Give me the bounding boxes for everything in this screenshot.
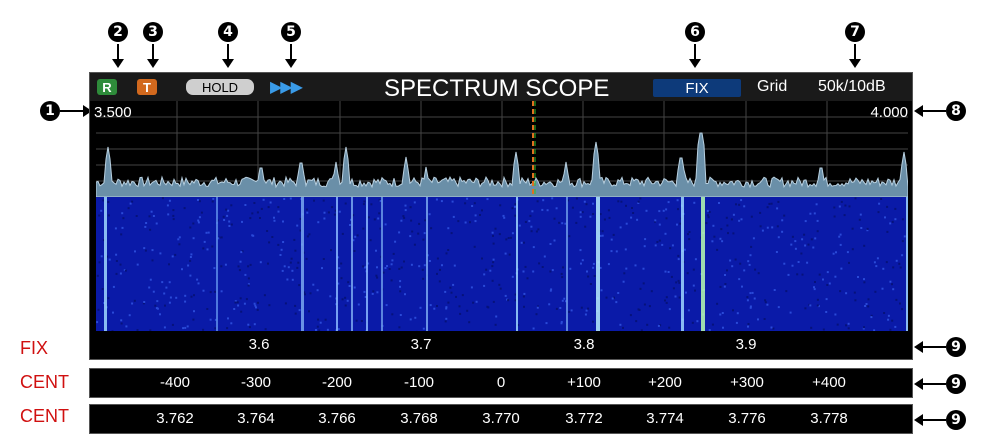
cent-offset-scale: -400 -300 -200 -100 0 +100 +200 +300 +40… <box>89 368 913 398</box>
cent-offset-tick: +300 <box>730 374 764 391</box>
cent-frequency-tick: 3.766 <box>318 410 356 427</box>
transmit-badge: T <box>137 79 157 95</box>
callout-7-arrow <box>849 44 861 68</box>
callout-8: 8 <box>946 101 966 121</box>
fix-scale-tick: 3.7 <box>410 336 432 353</box>
callout-1: 1 <box>40 101 60 121</box>
callout-9-cent-offset: 9 <box>946 374 966 394</box>
cent-offset-tick: -100 <box>403 374 435 391</box>
callout-7: 7 <box>845 22 865 42</box>
cent-offset-tick: -300 <box>240 374 272 391</box>
cent-frequency-tick: 3.778 <box>810 410 848 427</box>
spectrum-display[interactable] <box>96 101 908 197</box>
cent-frequency-tick: 3.768 <box>400 410 438 427</box>
cent-frequency-tick: 3.776 <box>728 410 766 427</box>
spectrum-trace <box>96 132 908 197</box>
callout-2: 2 <box>108 22 128 42</box>
fix-frequency-scale: 3.6 3.7 3.8 3.9 <box>96 331 908 359</box>
callout-6: 6 <box>685 22 705 42</box>
cent-offset-tick: 0 <box>496 374 506 391</box>
callout-1-arrow <box>60 105 92 117</box>
cent-offset-tick: +200 <box>648 374 682 391</box>
fix-label: FIX <box>20 338 49 358</box>
cent-label-frequency: CENT <box>20 406 69 426</box>
cent-frequency-tick: 3.772 <box>565 410 603 427</box>
callout-8-arrow <box>914 105 946 117</box>
callout-3: 3 <box>143 22 163 42</box>
callout-4-arrow <box>222 44 234 68</box>
callout-5-arrow <box>285 44 297 68</box>
callout-4: 4 <box>218 22 238 42</box>
spectrum-scope-screen[interactable]: R T HOLD ▶▶▶ SPECTRUM SCOPE FIX Grid 50k… <box>89 72 913 360</box>
hold-badge[interactable]: HOLD <box>186 79 254 95</box>
cent-label-offset: CENT <box>20 372 69 392</box>
fix-scale-tick: 3.9 <box>735 336 757 353</box>
callout-9-cent-freq-arrow <box>914 414 946 426</box>
lower-edge-frequency: 3.500 <box>94 104 132 121</box>
callout-5: 5 <box>281 22 301 42</box>
waterfall-display[interactable] <box>96 197 908 331</box>
callout-9-cent-freq: 9 <box>946 410 966 430</box>
scope-title-bar: R T HOLD ▶▶▶ SPECTRUM SCOPE FIX Grid 50k… <box>90 73 912 102</box>
grid-label: Grid <box>757 78 788 95</box>
cent-offset-tick: +400 <box>812 374 846 391</box>
cent-frequency-tick: 3.764 <box>237 410 275 427</box>
callout-9-fix-arrow <box>914 341 946 353</box>
scope-title: SPECTRUM SCOPE <box>384 75 610 102</box>
marker-arrows-icon: ▶▶▶ <box>270 79 303 96</box>
cent-offset-tick: +100 <box>567 374 601 391</box>
callout-2-arrow <box>112 44 124 68</box>
cent-offset-tick: -200 <box>321 374 353 391</box>
span-label: 50k/10dB <box>818 78 886 95</box>
upper-edge-frequency: 4.000 <box>870 104 908 121</box>
callout-9-cent-offset-arrow <box>914 378 946 390</box>
cent-frequency-tick: 3.774 <box>646 410 684 427</box>
cent-frequency-tick: 3.770 <box>482 410 520 427</box>
fix-scale-tick: 3.8 <box>573 336 595 353</box>
mode-indicator[interactable]: FIX <box>653 79 741 97</box>
callout-9-fix: 9 <box>946 337 966 357</box>
fix-scale-tick: 3.6 <box>248 336 270 353</box>
cent-offset-tick: -400 <box>159 374 191 391</box>
cent-frequency-tick: 3.762 <box>156 410 194 427</box>
callout-6-arrow <box>689 44 701 68</box>
cent-frequency-scale: 3.762 3.764 3.766 3.768 3.770 3.772 3.77… <box>89 404 913 434</box>
receive-badge: R <box>97 79 117 95</box>
callout-3-arrow <box>147 44 159 68</box>
